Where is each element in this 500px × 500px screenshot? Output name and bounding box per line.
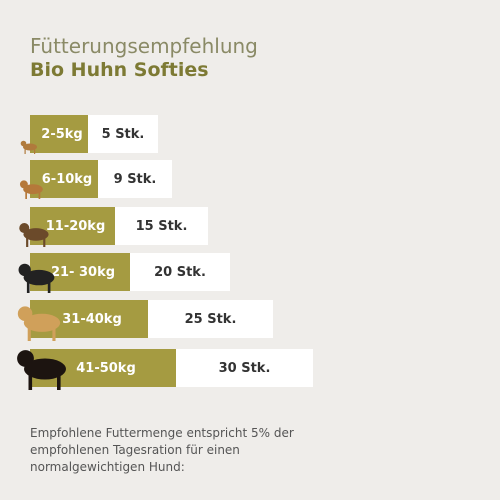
dog-icon	[19, 222, 49, 247]
footer: Empfohlene Futtermenge entspricht 5% der…	[30, 425, 294, 476]
feeding-row: 6-10kg 9 Stk.	[30, 160, 172, 198]
amount-label: 20 Stk.	[130, 253, 230, 291]
dog-icon	[19, 180, 43, 200]
feeding-row: 41-50kg 30 Stk.	[30, 349, 313, 387]
dog-icon	[18, 263, 55, 294]
amount-label: 30 Stk.	[176, 349, 313, 387]
weight-label: 21- 30kg	[30, 253, 130, 291]
amount-label: 25 Stk.	[148, 300, 273, 338]
footer-line: Empfohlene Futtermenge entspricht 5% der	[30, 426, 294, 440]
weight-label: 6-10kg	[30, 160, 98, 198]
footer-line: normalgewichtigen Hund:	[30, 460, 185, 474]
dog-icon	[20, 140, 37, 154]
dog-icon	[17, 350, 66, 390]
feeding-row: 21- 30kg 20 Stk.	[30, 253, 230, 291]
title: Fütterungsempfehlung	[30, 34, 258, 58]
weight-label: 2-5kg	[30, 115, 88, 153]
footer-line: empfohlenen Tagesration für einen	[30, 443, 240, 457]
dog-icon	[17, 306, 61, 341]
feeding-row: 11-20kg 15 Stk.	[30, 207, 208, 245]
amount-label: 15 Stk.	[115, 207, 208, 245]
amount-label: 5 Stk.	[88, 115, 158, 153]
subtitle: Bio Huhn Softies	[30, 59, 209, 81]
amount-label: 9 Stk.	[98, 160, 172, 198]
feeding-row: 2-5kg 5 Stk.	[30, 115, 158, 153]
